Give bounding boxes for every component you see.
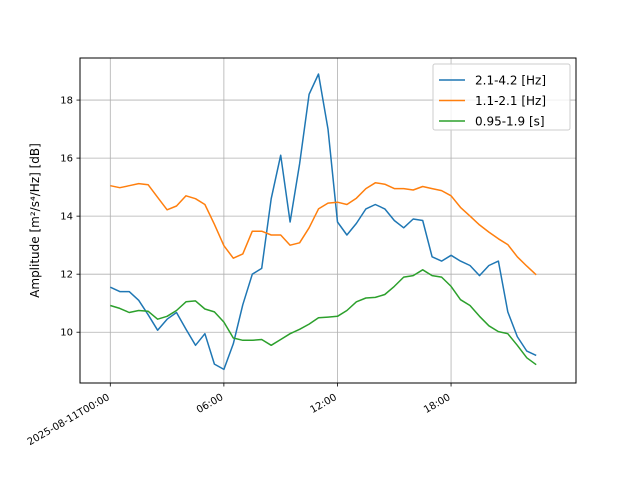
legend-entry-2[interactable]: 0.95-1.9 [s]	[475, 115, 545, 129]
series-lines	[109, 73, 537, 371]
y-tick-label: 12	[60, 270, 73, 281]
y-tick-label: 10	[60, 328, 73, 339]
legend-entry-0[interactable]: 2.1-4.2 [Hz]	[475, 74, 546, 88]
y-tick-label: 16	[60, 154, 73, 165]
series-line-0	[109, 73, 537, 371]
y-axis-label: Amplitude [m²/s⁴/Hz] [dB]	[28, 143, 42, 298]
y-tick-label: 18	[60, 96, 73, 107]
y-tick-label: 14	[60, 212, 73, 223]
plot-frame	[79, 57, 577, 384]
series-line-1	[110, 182, 537, 276]
legend[interactable]: 2.1-4.2 [Hz] 1.1-2.1 [Hz] 0.95-1.9 [s]	[432, 63, 571, 131]
y-axis: 10 12 14 16 18	[60, 96, 80, 339]
series-line-2	[110, 269, 537, 366]
legend-entry-1[interactable]: 1.1-2.1 [Hz]	[475, 94, 546, 108]
legend-box	[432, 63, 571, 131]
